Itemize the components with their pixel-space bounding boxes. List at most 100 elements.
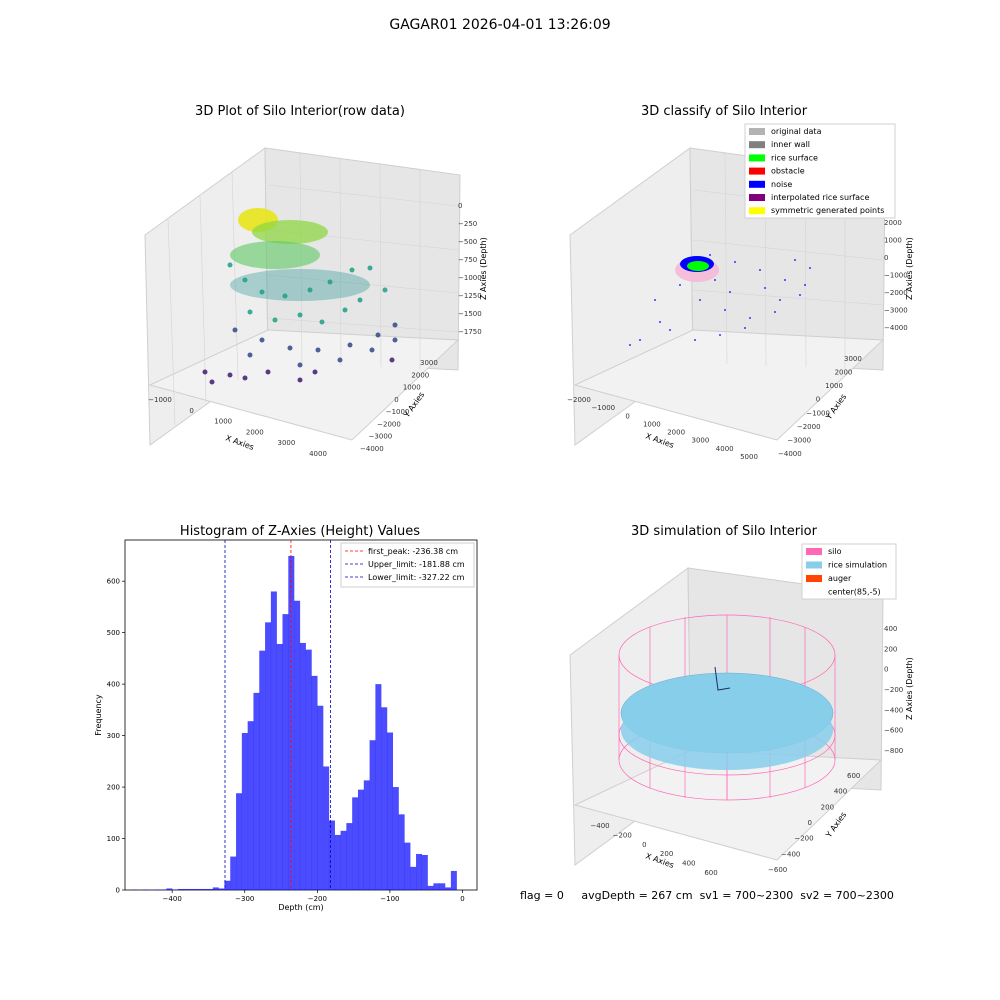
x-tick-label: 200 [660,850,673,858]
histogram-bar-30 [305,649,312,890]
legend-label-2: auger [828,574,852,583]
legend-swatch-4 [749,180,765,188]
histogram-bar-21 [253,692,260,890]
y-tick-label: 200 [107,784,120,792]
y-tick-label: 3000 [844,355,862,363]
histogram-bar-45 [392,787,399,890]
x-tick-label: 600 [704,869,717,877]
histogram-bar-50 [421,855,428,890]
panel1-title: 3D Plot of Silo Interior(row data) [195,104,405,119]
histogram-bar-20 [247,721,254,890]
histogram-bar-36 [340,830,347,890]
legend-label-6: symmetric generated points [771,206,884,215]
sv1-text: sv1 = 700~2300 [699,889,794,902]
legend-label-2: Lower_limit: -327.22 cm [368,573,465,582]
x-ticks: −400 −300 −200 −100 0 [163,890,465,903]
histogram-bar-9 [183,888,190,890]
legend-label-0: silo [828,547,842,556]
z-tick-label: −1250 [458,292,482,300]
legend-swatch-0 [749,128,765,135]
x-tick-label: 2000 [246,428,264,436]
panel4-title: 3D simulation of Silo Interior [631,524,817,539]
histogram-bar-14 [212,887,219,890]
histogram-bar-52 [433,883,440,890]
histogram-bar-18 [236,793,243,890]
legend-box: silo rice simulation auger center(85,-5) [801,543,897,600]
y-tick-label: 2000 [835,369,853,377]
x-tick-label: −400 [163,895,182,903]
status-line: flag = 0 avgDepth = 267 cm sv1 = 700~230… [520,889,894,902]
x-tick-label: 0 [625,412,629,420]
histogram-bar-29 [299,642,306,890]
z-axis-label: Z Axies (Depth) [479,237,488,300]
legend-swatch-1 [806,561,822,569]
x-tick-label: −1000 [591,404,615,412]
y-tick-label: −2000 [377,420,401,428]
z-tick-label: 1000 [884,237,902,245]
legend-label-1: inner wall [771,140,810,149]
histogram-bar-37 [346,823,353,890]
z-tick-label: −1000 [458,274,482,282]
histogram-bar-34 [328,820,335,890]
auger-mark [714,666,731,691]
z-tick-label: −3000 [884,307,908,315]
legend-swatch-1 [749,141,765,149]
classify-3d-plot: original data inner wall rice surface obsta… [567,123,914,461]
histogram-bar-51 [427,885,434,890]
histogram-bar-10 [189,888,196,890]
threshold-lines [224,540,331,890]
x-tick-label: 1000 [643,420,661,428]
x-tick-label: 5000 [740,453,758,461]
legend-label-3: obstacle [771,167,805,176]
y-tick-label: 100 [107,835,120,843]
histogram-bar-28 [294,600,301,890]
x-tick-label: −400 [590,822,609,830]
y-tick-label: 1000 [403,384,421,392]
noise-points [629,254,811,346]
histogram-bar-33 [323,766,330,890]
histogram-legend: first_peak: -236.38 cm Upper_limit: -181.… [340,542,475,588]
y-axis-label: Frequency [94,694,103,736]
histogram-bar-25 [276,643,283,890]
y-tick-label: 600 [847,772,860,780]
legend-swatch-5 [749,194,765,201]
z-tick-label: −750 [458,256,477,264]
histogram-bar-43 [381,707,388,890]
histogram-bar-5 [160,889,167,890]
figure-title: GAGAR01 2026-04-01 13:26:09 [389,17,611,33]
z-tick-label: −1500 [458,310,482,318]
histogram-bar-8 [177,888,184,890]
histogram-bar-49 [416,853,423,890]
x-tick-label: −100 [380,895,399,903]
histogram-bar-47 [404,842,411,890]
x-tick-label: 0 [189,407,193,415]
histogram-bar-40 [363,780,370,890]
y-tick-label: −400 [781,850,800,858]
y-tick-label: −3000 [787,436,811,444]
sv2-text: sv2 = 700~2300 [800,889,894,902]
histogram-bar-44 [387,732,394,890]
legend-box: original data inner wall rice surface obsta… [744,123,896,219]
histogram-bar-32 [317,705,324,890]
histogram-bar-2 [143,889,150,890]
z-tick-label: 200 [884,645,897,653]
x-tick-label: −300 [235,895,254,903]
y-tick-label: 0 [394,396,398,404]
flag-text: flag = 0 [520,889,564,902]
raw-data-3d-plot: −1000 0 1000 2000 3000 4000 −4000 −3000 −2000 −10… [144,147,488,458]
histogram-bar-54 [445,887,452,890]
histogram-plot: −400 −300 −200 −100 0 0 100 200 300 400 500 600 De… [94,539,478,912]
histogram-bar-41 [369,740,376,890]
legend-label-5: interpolated rice surface [771,193,869,202]
histogram-bar-17 [230,856,237,890]
legend-label-1: rice simulation [828,561,887,570]
z-tick-label: −2000 [884,289,908,297]
x-tick-label: 3000 [277,439,295,447]
legend-label-1: Upper_limit: -181.88 cm [368,560,465,569]
x-tick-label: 2000 [667,429,685,437]
z-tick-label: 2000 [884,219,902,227]
y-tick-label: −4000 [778,450,802,458]
y-ticks: 0 100 200 300 400 500 600 [107,578,125,895]
histogram-bar-53 [439,883,446,890]
